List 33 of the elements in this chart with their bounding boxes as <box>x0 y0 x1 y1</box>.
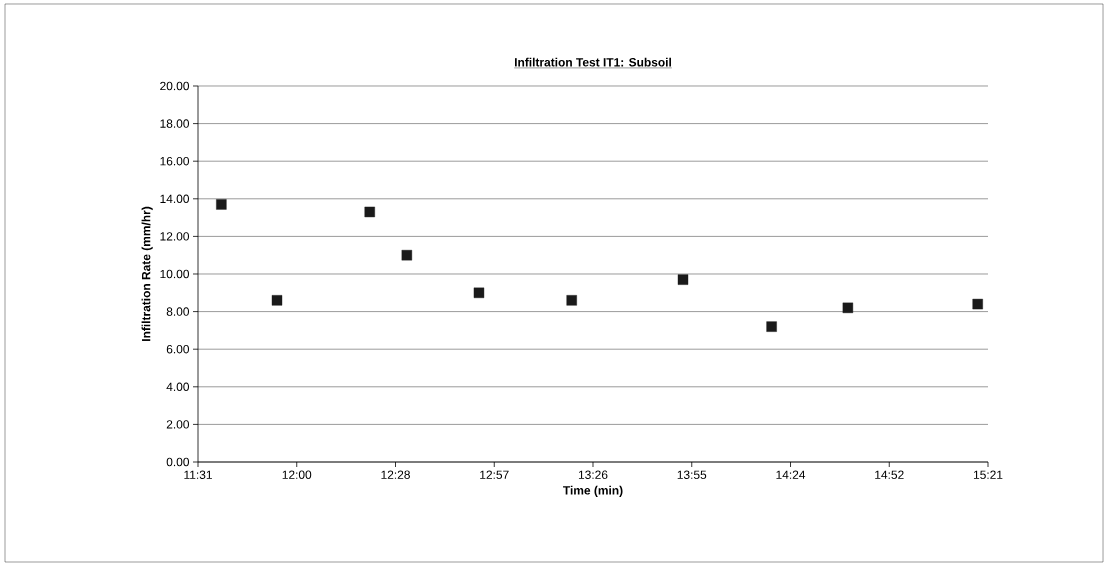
x-tick-label: 15:21 <box>973 470 1003 479</box>
point <box>271 295 283 306</box>
y-tick-label: 16.00 <box>160 156 190 166</box>
x-tick-label: 13:55 <box>677 470 707 479</box>
y-axis-title: Infiltration Rate (mm/hr) <box>141 206 153 341</box>
x-tick-label: 14:52 <box>875 470 904 479</box>
x-tick-label: 13:26 <box>578 470 608 479</box>
chart-title: Infiltration Test IT1: Subsoil <box>514 57 671 67</box>
y-tick-label: 12.00 <box>160 232 190 241</box>
point <box>216 199 227 210</box>
x-tick-label: 12:57 <box>480 470 509 479</box>
x-tick-label: 11:31 <box>184 470 212 479</box>
y-tick-label: 2.00 <box>166 420 190 429</box>
y-tick-label: 8.00 <box>166 307 190 316</box>
y-tick-label: 4.00 <box>166 382 190 392</box>
point <box>972 298 983 310</box>
point <box>566 295 577 306</box>
y-tick-label: 20.00 <box>160 81 190 91</box>
y-tick-label: 0.00 <box>166 457 190 467</box>
x-tick-label: 12:28 <box>381 470 410 479</box>
y-tick-label: 10.00 <box>160 269 190 279</box>
point <box>364 206 375 218</box>
x-tick-label: 12:00 <box>282 470 312 479</box>
y-tick-label: 6.00 <box>166 344 190 354</box>
point <box>842 302 854 314</box>
y-tick-label: 18.00 <box>160 119 190 128</box>
x-axis-title: Time (min) <box>563 485 623 497</box>
point <box>677 274 689 285</box>
y-tick-label: 14.00 <box>160 194 190 204</box>
point <box>766 321 777 332</box>
point <box>401 250 413 261</box>
point <box>473 287 485 298</box>
x-tick-label: 14:24 <box>776 470 806 479</box>
